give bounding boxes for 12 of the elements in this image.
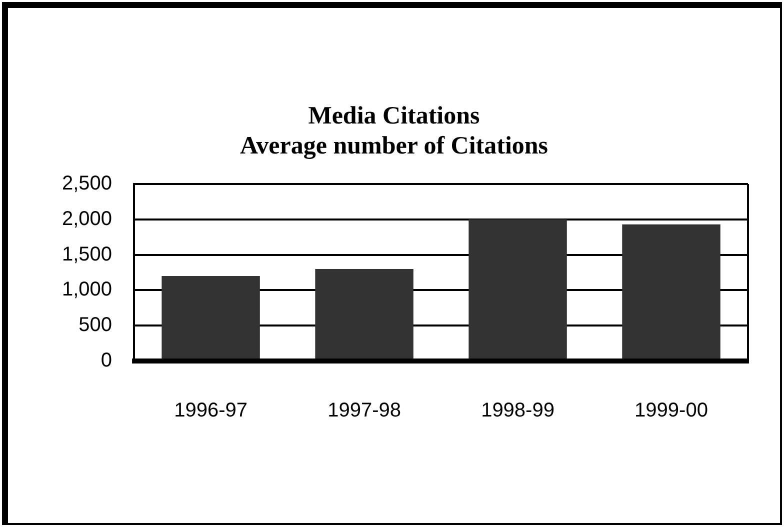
x-tick-label: 1997-98 — [328, 400, 401, 422]
text: Average number of Citations — [240, 132, 548, 160]
y-tick-label: 0 — [100, 350, 112, 372]
x-tick-label: 1999-00 — [634, 400, 708, 422]
y-tick-label: 500 — [78, 314, 112, 336]
y-tick-label: 1,000 — [62, 278, 112, 301]
y-tick-label: 2,500 — [62, 172, 112, 195]
text: Media Citations — [308, 102, 480, 130]
y-tick-label: 2,000 — [62, 208, 112, 230]
x-tick-label: 1998-99 — [481, 400, 554, 422]
x-tick-label: 1996-97 — [174, 400, 248, 422]
y-tick-label: 1,500 — [62, 243, 112, 266]
